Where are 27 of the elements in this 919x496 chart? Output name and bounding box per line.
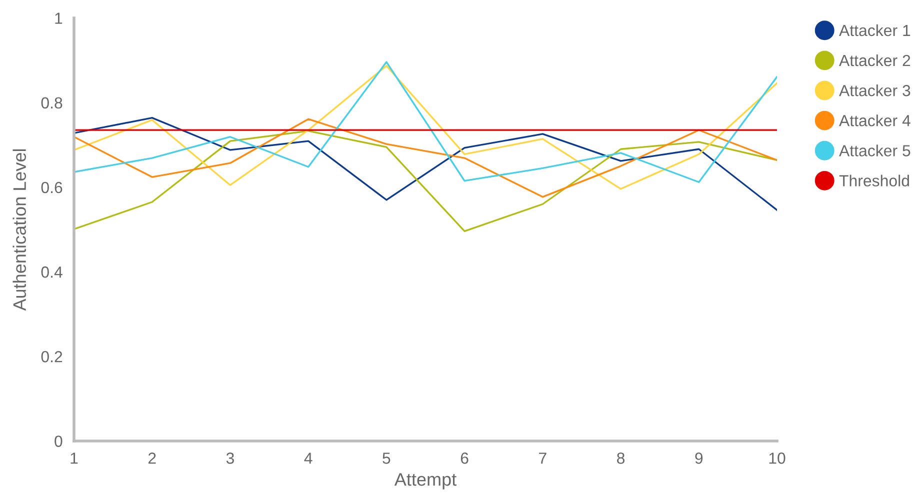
x-tick-label: 2 (148, 452, 156, 464)
x-tick-label: 7 (539, 452, 546, 464)
x-tick-label: 9 (695, 452, 703, 464)
x-tick-label: 1 (70, 452, 78, 464)
legend-label: Attacker 5 (839, 144, 910, 156)
x-tick-label: 4 (304, 452, 312, 464)
line-series (74, 130, 777, 232)
legend-label: Attacker 4 (839, 114, 910, 126)
legend-label: Attacker 1 (839, 24, 910, 36)
y-tick-label: 0.6 (41, 182, 62, 194)
y-tick-label: 0.8 (41, 97, 62, 109)
legend-label: Attacker 3 (839, 84, 910, 96)
y-tick-label: 0.4 (41, 266, 62, 278)
legend-label: Threshold (839, 174, 909, 186)
x-tick-label: 10 (769, 452, 786, 464)
x-tick-label: 8 (617, 452, 625, 464)
y-axis-title: Authentication Level (12, 149, 26, 311)
x-axis-title: Attempt (394, 473, 456, 490)
y-tick-label: 0.2 (41, 351, 62, 362)
legend-label: Attacker 2 (839, 54, 910, 66)
x-tick-label: 3 (226, 452, 234, 464)
line-series (74, 116, 777, 211)
line-series (74, 118, 777, 198)
x-tick-label: 6 (460, 452, 468, 464)
x-tick-label: 5 (382, 452, 390, 464)
y-tick-label: 1 (55, 12, 62, 24)
y-tick-label: 0 (54, 436, 62, 447)
